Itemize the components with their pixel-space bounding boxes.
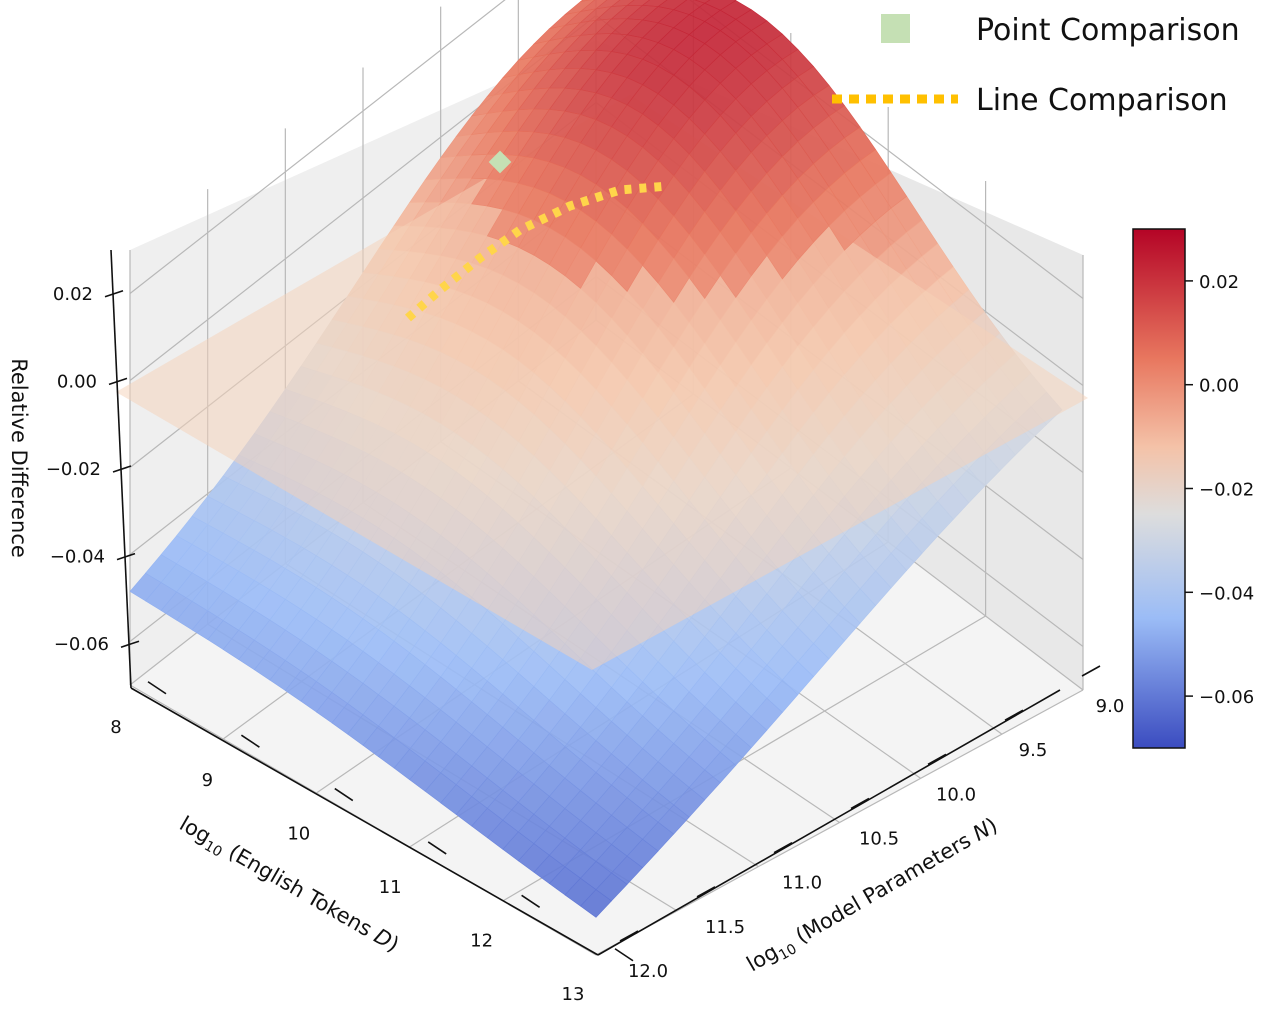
y-tick [1004,709,1024,721]
x-axis-line [130,687,599,956]
z-tick [108,377,128,386]
y-tick-label: 11.5 [705,917,745,938]
z-tick-label: 0.02 [53,284,93,305]
x-tick-label: 9 [202,770,213,791]
y-tick-label: 9.0 [1096,696,1125,717]
y-tick-label: 10.5 [859,829,899,850]
y-tick-label: 11.0 [782,873,822,894]
surface-cell [580,0,592,2]
surface-cell [766,235,799,280]
z-tick [104,290,124,298]
x-tick [240,734,260,748]
z-tick-labels: 0.02 0.00 −0.02 −0.04 −0.06 [46,284,109,655]
z-tick-label: −0.04 [50,547,105,568]
x-tick [521,894,541,909]
x-tick-labels: 8 9 10 11 12 13 [110,717,584,1005]
surface-cell [828,210,861,251]
surface-cell [688,253,721,300]
y-tick-label: 10.0 [936,784,976,805]
surface-cell [564,247,597,289]
y-axis-title-sub: 10 [776,941,799,964]
surface-front [470,0,908,303]
y-tick [773,841,793,854]
surface-cell [719,252,752,299]
z-axis-title: Relative Difference [7,358,31,558]
colorbar: 0.02 0.00 −0.02 −0.04 −0.06 [1132,228,1254,749]
x-tick [427,841,447,855]
surface-cell [657,257,690,303]
z-tick [120,640,140,648]
z-tick-label: −0.06 [54,634,109,655]
y-axis-line [597,689,1061,956]
z-tick-label: 0.00 [57,371,97,392]
x-tick-label: 8 [110,717,121,738]
y-tick [619,930,639,942]
colorbar-tick-label: −0.04 [1199,583,1254,604]
x-tick-label: 10 [287,824,310,845]
y-tick-label: 12.0 [628,961,668,982]
legend-point-swatch [881,14,910,43]
y-tick [1081,665,1101,677]
y-tick [927,753,947,766]
colorbar-tick-label: −0.02 [1199,480,1254,501]
colorbar-gradient [1132,228,1186,749]
y-tick-label: 9.5 [1019,740,1048,761]
y-tick [850,797,870,810]
y-tick-labels: 9.0 9.5 10.0 10.5 11.0 11.5 12.0 [628,696,1124,982]
y-tick [696,886,716,898]
legend-point-label: Point Comparison [976,13,1240,48]
surface-cell [580,889,612,918]
x-axis-title-rest: (English Tokens [219,836,382,944]
z-tick [116,552,136,561]
axis-ticks [104,290,1101,962]
y-axis-title-prefix: log [743,940,783,977]
colorbar-ticks: 0.02 0.00 −0.02 −0.04 −0.06 [1185,272,1254,708]
legend: Point Comparison Line Comparison [832,13,1240,118]
colorbar-tick-label: −0.06 [1199,687,1254,708]
surface-cell [611,248,643,292]
x-tick-label: 13 [562,984,585,1005]
x-tick-label: 11 [379,877,402,898]
x-tick-label: 12 [470,930,493,951]
z-tick-label: −0.02 [46,459,101,480]
x-tick [147,681,167,695]
legend-line-label: Line Comparison [976,83,1228,118]
colorbar-tick-label: 0.02 [1199,272,1239,293]
x-tick [334,787,354,802]
z-tick [112,465,132,473]
colorbar-tick-label: 0.00 [1199,376,1239,397]
x-axis-title-sub: 10 [201,838,224,861]
x-tick [614,948,634,962]
z-grid-line [129,0,1084,299]
